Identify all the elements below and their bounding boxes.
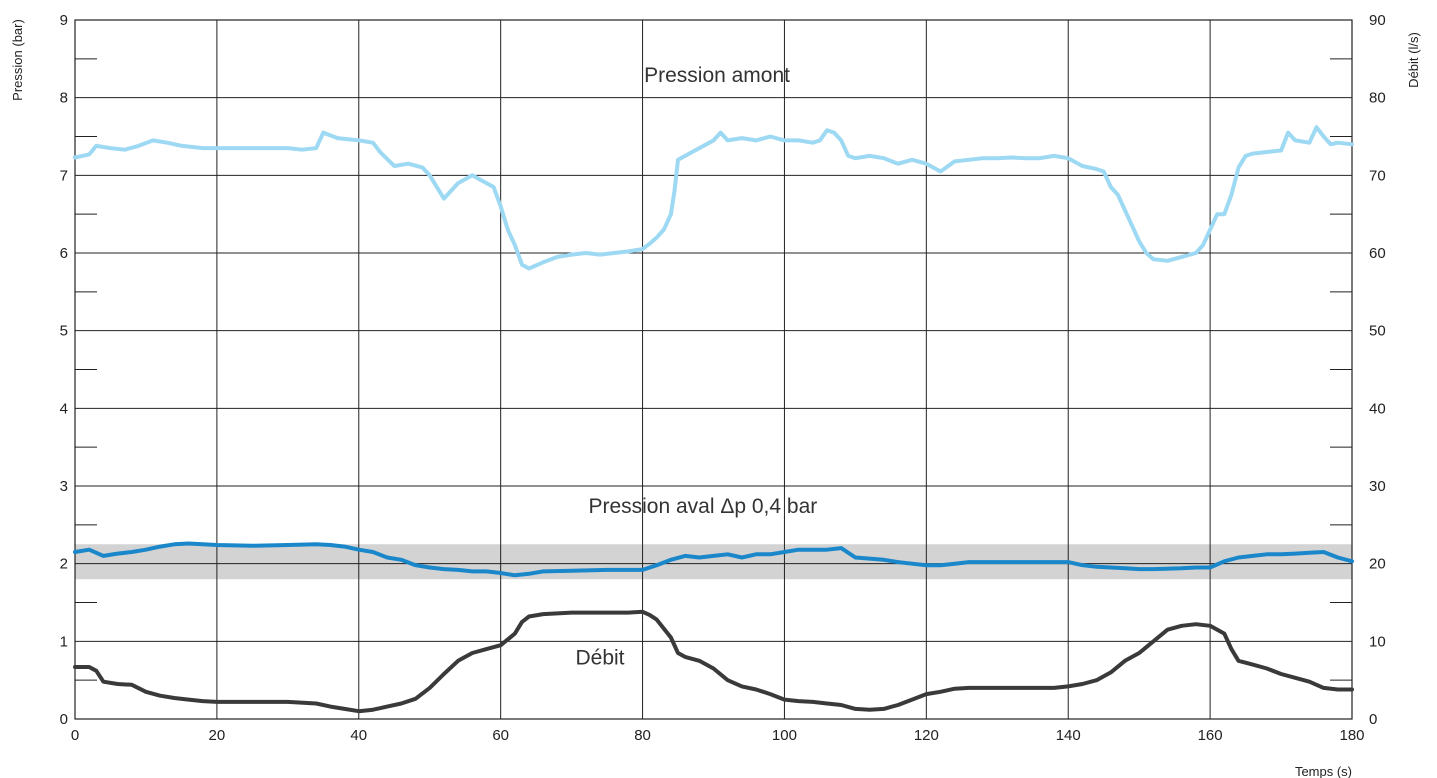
y-left-tick-label: 0 xyxy=(60,711,68,728)
y-left-tick-label: 6 xyxy=(60,245,68,262)
x-tick-label: 40 xyxy=(350,727,367,744)
x-tick-label: 20 xyxy=(209,727,226,744)
series-line-amont xyxy=(73,125,1354,271)
y-right-tick-label: 90 xyxy=(1369,12,1386,29)
x-tick-label: 160 xyxy=(1198,727,1223,744)
series-layer xyxy=(73,125,1354,714)
x-axis-title: Temps (s) xyxy=(1295,764,1352,778)
y-right-tick-label: 0 xyxy=(1369,711,1377,728)
y-left-tick-label: 5 xyxy=(60,323,68,340)
y-left-tick-label: 7 xyxy=(60,167,68,184)
y-left-tick-label: 4 xyxy=(60,400,68,417)
x-tick-label: 80 xyxy=(634,727,651,744)
y-right-tick-label: 70 xyxy=(1369,167,1386,184)
x-tick-label: 100 xyxy=(772,727,797,744)
y-right-tick-label: 10 xyxy=(1369,633,1386,650)
y-left-tick-label: 9 xyxy=(60,12,68,29)
annotation-pression-amont: Pression amont xyxy=(644,64,790,87)
annotation-debit: Débit xyxy=(575,647,624,670)
x-tick-label: 60 xyxy=(492,727,509,744)
y-left-tick-label: 3 xyxy=(60,478,68,495)
y-left-axis-title: Pression (bar) xyxy=(10,19,25,101)
series-line-aval xyxy=(73,541,1354,578)
x-tick-label: 180 xyxy=(1339,727,1364,744)
grid-layer xyxy=(74,19,1353,720)
tolerance-band-layer xyxy=(75,544,1352,580)
plot-frame xyxy=(74,19,1353,720)
y-right-tick-label: 20 xyxy=(1369,556,1386,573)
y-right-tick-label: 60 xyxy=(1369,245,1386,262)
y-left-tick-label: 1 xyxy=(60,633,68,650)
tick-label-layer: 0 20 40 60 80 100 120 140 160 1800123456789010203… xyxy=(60,12,1386,744)
y-right-axis-title: Débit (l/s) xyxy=(1406,32,1421,88)
plot-frame-layer xyxy=(74,19,1353,720)
y-left-tick-label: 2 xyxy=(60,556,68,573)
y-right-tick-label: 50 xyxy=(1369,323,1386,340)
series-line-debit xyxy=(73,609,1354,714)
x-tick-label: 0 xyxy=(71,727,79,744)
x-tick-label: 140 xyxy=(1056,727,1081,744)
y-right-tick-label: 30 xyxy=(1369,478,1386,495)
y-left-tick-label: 8 xyxy=(60,90,68,107)
x-tick-label: 120 xyxy=(914,727,939,744)
tolerance-band xyxy=(75,544,1352,580)
annotation-pression-aval: Pression aval Δp 0,4 bar xyxy=(588,495,817,518)
y-right-tick-label: 80 xyxy=(1369,90,1386,107)
y-right-tick-label: 40 xyxy=(1369,400,1386,417)
